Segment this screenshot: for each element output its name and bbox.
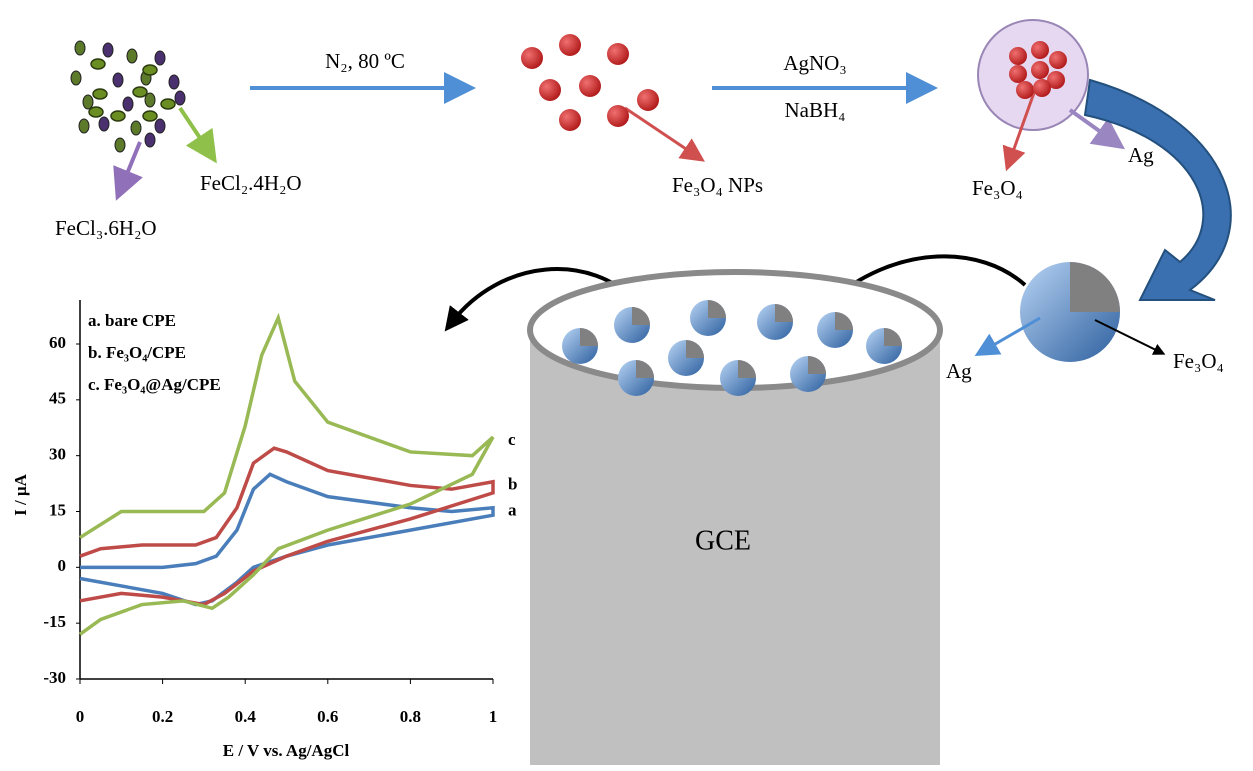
y-tick-label: 45 [49,389,66,408]
precursor-dot [155,51,165,65]
y-axis-title: I / μA [11,473,30,515]
core-label: Fe₃O₄ [1173,349,1224,373]
legend-entry: c. Fe₃O₄@Ag/CPE [88,375,221,394]
x-tick-label: 0.8 [400,707,421,726]
nanoparticle [579,75,601,97]
curve-label: c [508,430,516,449]
nanoparticle [607,43,629,65]
core-particle [1009,47,1027,65]
x-tick-label: 0.4 [235,707,257,726]
condition-label: N₂, 80 ºC [325,49,405,73]
nanoparticle [521,47,543,69]
precursor-dot [127,49,137,63]
y-tick-label: 15 [49,500,66,519]
core-particle [1033,79,1051,97]
cv-curve [80,318,493,634]
precursor-dot [89,107,103,117]
precursor-dot [175,91,185,105]
reagent-label: AgNO₃ [783,51,846,75]
nanoparticle [559,34,581,56]
precursor-dot [71,71,81,85]
precursor-dot [123,97,133,111]
precursor-dot [75,41,85,55]
shell-label: Ag [1128,143,1154,167]
y-tick-label: -30 [43,668,66,687]
y-tick-label: -15 [43,612,66,631]
cv-chart: E / V vs. Ag/AgCl I / μA -30 -15 0 15 30 45 60… [11,300,518,760]
precursor-dot [131,121,141,135]
nanoparticle [559,109,581,131]
x-tick-label: 0.2 [152,707,173,726]
precursor-dot [169,75,179,89]
core-particle [1031,61,1049,79]
precursor-dot [79,119,89,133]
precursor-dot [113,73,123,87]
precursor-dot [91,59,105,69]
precursor-dot [115,138,125,152]
core-label: Fe₃O₄ [972,176,1023,200]
shell-label: Ag [946,359,972,383]
precursor-label: FeCl₂.4H₂O [200,171,302,195]
nanoparticle-label: Fe₃O₄ NPs [672,173,763,197]
x-axis-title: E / V vs. Ag/AgCl [223,741,350,760]
core-particle [1049,51,1067,69]
x-tick-label: 0 [76,707,85,726]
reagent-label: NaBH₄ [785,98,846,122]
precursor-dot [161,99,175,109]
precursor-dot [155,119,165,133]
precursor-dot [143,65,157,75]
precursor-label: FeCl₃.6H₂O [55,216,157,240]
nanoparticle [539,79,561,101]
precursor-dot [93,89,107,99]
y-tick-label: 30 [49,445,66,464]
y-tick-label: 60 [49,333,66,352]
figure: N₂, 80 ºC AgNO₃ NaBH₄ FeCl₂.4H₂O FeCl₃.6… [0,0,1253,771]
curve-label: b [508,475,517,494]
precursor-dot [83,95,93,109]
nanoparticle [637,89,659,111]
precursor-dot [133,87,147,97]
electrode-label: GCE [695,525,751,556]
core-particle [1009,65,1027,83]
precursor-dot [143,111,157,121]
precursor-dot [145,133,155,147]
decoration [71,20,1231,765]
legend-entry: a. bare CPE [88,311,176,330]
precursor-dot [99,117,109,131]
y-tick-label: 0 [58,556,67,575]
curve-label: a [508,501,517,520]
precursor-dot [103,43,113,57]
core-particle [1016,81,1034,99]
precursor-dot [111,111,125,121]
legend-entry: b. Fe₃O₄/CPE [88,343,186,362]
core-particle [1031,41,1049,59]
nanoparticle [607,105,629,127]
x-tick-label: 0.6 [317,707,338,726]
x-tick-label: 1 [489,707,498,726]
